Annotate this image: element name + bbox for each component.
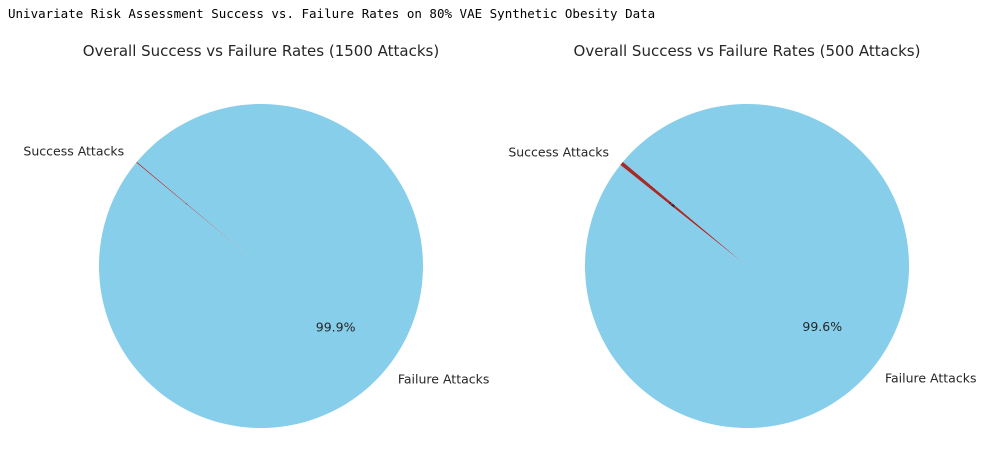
pie-slice-failure bbox=[584, 104, 909, 429]
chart-title: Overall Success vs Failure Rates (1500 A… bbox=[83, 42, 439, 60]
percent-label-failure: 99.9% bbox=[316, 320, 356, 335]
figure-heading: Univariate Risk Assessment Success vs. F… bbox=[8, 6, 656, 21]
pie-slice-success bbox=[136, 161, 261, 266]
slice-label-success: Success Attacks bbox=[23, 143, 124, 158]
pie-slice-success bbox=[620, 161, 747, 266]
slice-label-success: Success Attacks bbox=[508, 145, 609, 160]
percent-label-failure: 99.6% bbox=[802, 319, 842, 334]
pie-chart-500-attacks: Overall Success vs Failure Rates (500 At… bbox=[508, 42, 977, 429]
slice-label-failure: Failure Attacks bbox=[885, 370, 977, 385]
pie-chart-1500-attacks: Overall Success vs Failure Rates (1500 A… bbox=[23, 42, 490, 429]
pie-slice-failure bbox=[98, 104, 423, 429]
slice-label-failure: Failure Attacks bbox=[398, 372, 490, 387]
chart-title: Overall Success vs Failure Rates (500 At… bbox=[574, 42, 921, 60]
